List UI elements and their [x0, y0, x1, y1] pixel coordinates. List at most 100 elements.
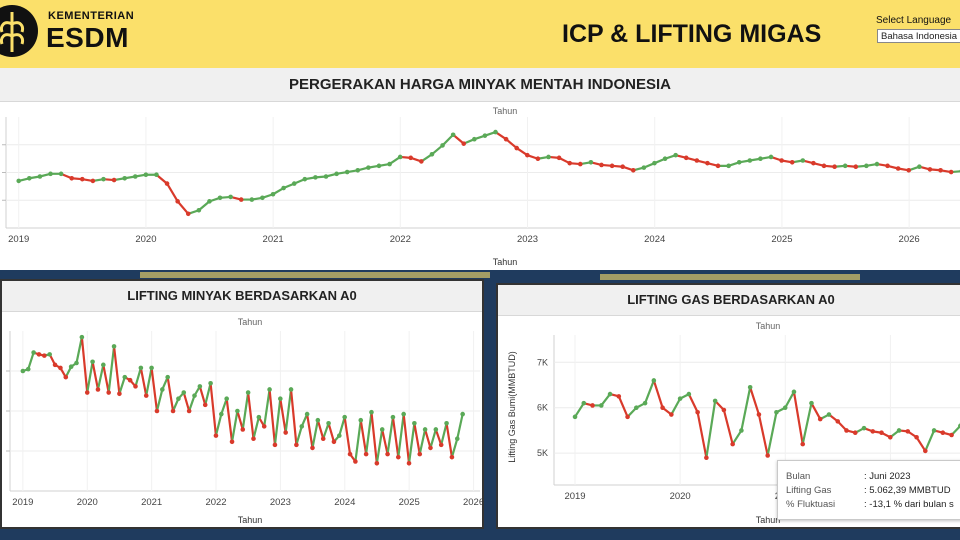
icp-data-point[interactable]: [906, 167, 912, 173]
icp-data-point[interactable]: [768, 154, 774, 160]
oil-data-point[interactable]: [208, 381, 213, 386]
gas-data-point[interactable]: [712, 398, 718, 404]
icp-data-point[interactable]: [556, 155, 562, 161]
icp-data-point[interactable]: [514, 145, 520, 151]
oil-data-point[interactable]: [197, 384, 203, 389]
oil-data-point[interactable]: [379, 427, 385, 432]
oil-data-point[interactable]: [245, 390, 251, 395]
gas-data-point[interactable]: [914, 434, 919, 440]
icp-data-point[interactable]: [154, 172, 159, 178]
oil-data-point[interactable]: [401, 411, 406, 417]
oil-data-point[interactable]: [353, 459, 358, 464]
icp-data-point[interactable]: [652, 160, 657, 166]
oil-data-point[interactable]: [90, 359, 95, 365]
oil-data-point[interactable]: [363, 451, 369, 457]
oil-data-point[interactable]: [320, 436, 326, 441]
icp-data-point[interactable]: [419, 159, 424, 164]
icp-data-point[interactable]: [355, 167, 361, 173]
icp-data-point[interactable]: [387, 161, 392, 167]
gas-data-point[interactable]: [695, 409, 700, 415]
oil-data-point[interactable]: [143, 393, 149, 398]
oil-data-point[interactable]: [438, 442, 444, 448]
oil-data-point[interactable]: [186, 408, 192, 414]
icp-data-point[interactable]: [789, 159, 795, 165]
gas-data-point[interactable]: [590, 403, 595, 408]
oil-data-point[interactable]: [58, 365, 63, 371]
gas-data-point[interactable]: [852, 430, 858, 436]
icp-data-point[interactable]: [408, 155, 414, 161]
gas-data-point[interactable]: [940, 430, 946, 436]
icp-data-point[interactable]: [207, 199, 212, 204]
icp-data-point[interactable]: [90, 178, 96, 184]
icp-data-point[interactable]: [260, 195, 265, 201]
icp-data-point[interactable]: [736, 159, 742, 165]
icp-data-point[interactable]: [37, 174, 43, 179]
icp-data-point[interactable]: [662, 156, 668, 162]
gas-data-point[interactable]: [616, 394, 622, 399]
icp-data-point[interactable]: [101, 176, 106, 182]
oil-data-point[interactable]: [422, 427, 428, 432]
icp-data-point[interactable]: [472, 136, 477, 142]
oil-data-point[interactable]: [460, 411, 465, 417]
gas-data-point[interactable]: [625, 414, 630, 420]
icp-data-point[interactable]: [874, 161, 880, 167]
icp-data-point[interactable]: [842, 163, 848, 169]
icp-data-point[interactable]: [58, 171, 64, 177]
icp-data-point[interactable]: [525, 152, 530, 158]
gas-data-point[interactable]: [861, 425, 867, 431]
oil-chart[interactable]: Tahun Tahun 2019 2020 2021 2022 2023 2024 2025…: [2, 311, 482, 527]
icp-data-point[interactable]: [609, 163, 615, 169]
icp-data-point[interactable]: [938, 167, 943, 173]
icp-data-point[interactable]: [366, 165, 371, 170]
oil-data-point[interactable]: [454, 436, 460, 441]
gas-data-point[interactable]: [774, 409, 779, 415]
oil-data-point[interactable]: [160, 387, 165, 392]
icp-data-point[interactable]: [503, 136, 509, 142]
icp-data-point[interactable]: [69, 175, 74, 181]
oil-data-point[interactable]: [74, 360, 79, 366]
gas-data-point[interactable]: [844, 428, 849, 433]
oil-data-point[interactable]: [127, 377, 133, 383]
oil-data-point[interactable]: [36, 352, 42, 357]
icp-data-point[interactable]: [694, 158, 700, 163]
icp-data-point[interactable]: [175, 199, 180, 204]
gas-data-point[interactable]: [607, 391, 613, 397]
oil-data-point[interactable]: [326, 421, 331, 426]
oil-data-point[interactable]: [106, 390, 111, 395]
oil-data-point[interactable]: [31, 350, 36, 355]
icp-data-point[interactable]: [885, 163, 890, 169]
oil-data-point[interactable]: [213, 433, 219, 438]
oil-data-point[interactable]: [42, 353, 47, 358]
oil-data-point[interactable]: [342, 414, 347, 420]
gas-data-point[interactable]: [887, 434, 893, 440]
oil-data-point[interactable]: [294, 442, 299, 448]
gas-data-point[interactable]: [879, 430, 884, 436]
icp-data-point[interactable]: [535, 156, 541, 162]
icp-data-point[interactable]: [196, 207, 202, 213]
oil-data-point[interactable]: [374, 461, 380, 466]
gas-data-point[interactable]: [756, 412, 762, 417]
gas-data-point[interactable]: [791, 389, 797, 395]
icp-data-point[interactable]: [758, 156, 763, 162]
icp-data-point[interactable]: [185, 211, 191, 217]
icp-data-point[interactable]: [344, 169, 350, 175]
oil-data-point[interactable]: [358, 417, 364, 423]
icp-data-point[interactable]: [864, 163, 869, 169]
oil-data-point[interactable]: [165, 374, 170, 380]
oil-data-point[interactable]: [283, 430, 288, 435]
icp-data-point[interactable]: [313, 175, 318, 180]
oil-data-point[interactable]: [395, 454, 401, 460]
oil-data-point[interactable]: [433, 427, 439, 432]
icp-data-point[interactable]: [429, 151, 435, 157]
oil-data-point[interactable]: [347, 451, 353, 457]
gas-data-point[interactable]: [598, 403, 604, 408]
gas-data-point[interactable]: [800, 441, 806, 447]
oil-data-point[interactable]: [412, 421, 417, 426]
gas-data-point[interactable]: [931, 428, 937, 433]
oil-data-point[interactable]: [224, 396, 229, 401]
oil-data-point[interactable]: [95, 387, 101, 392]
icp-data-point[interactable]: [620, 164, 625, 170]
icp-data-point[interactable]: [217, 195, 223, 201]
icp-data-point[interactable]: [726, 163, 731, 169]
oil-data-point[interactable]: [84, 390, 90, 395]
